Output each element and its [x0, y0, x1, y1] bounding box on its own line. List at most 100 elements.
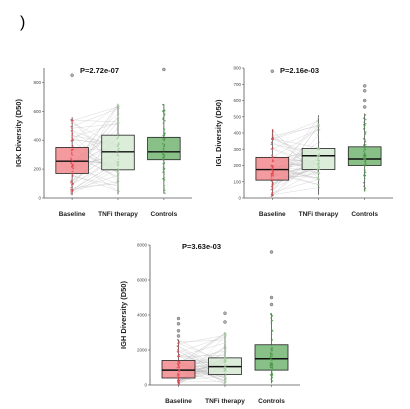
data-point	[270, 357, 272, 359]
data-point	[162, 138, 164, 140]
outlier-point	[176, 334, 181, 338]
data-point	[362, 181, 365, 184]
data-point	[116, 123, 119, 125]
data-point	[223, 366, 226, 369]
p-value-label: P=3.63e-03	[182, 242, 221, 251]
data-point	[363, 169, 366, 171]
p-value-label: P=2.16e-03	[280, 66, 319, 75]
pair-line	[272, 129, 319, 158]
data-point	[163, 156, 165, 158]
outlier-point	[176, 316, 181, 321]
data-point	[70, 151, 73, 153]
data-point	[363, 150, 365, 152]
data-point	[176, 379, 179, 382]
data-point	[364, 118, 367, 121]
data-point	[364, 171, 367, 174]
y-tick-label: 300	[233, 147, 241, 152]
data-point	[163, 148, 165, 150]
data-point	[117, 168, 120, 171]
data-point	[270, 378, 273, 380]
data-point	[272, 170, 274, 172]
data-point	[162, 168, 165, 171]
data-point	[272, 173, 274, 176]
data-point	[317, 172, 320, 174]
data-point	[318, 125, 321, 128]
data-point	[318, 168, 321, 171]
data-point	[270, 172, 273, 175]
data-point	[223, 339, 226, 341]
data-point	[177, 351, 179, 354]
data-point	[269, 355, 272, 358]
data-point	[362, 117, 365, 120]
pair-line	[71, 133, 119, 183]
data-point	[270, 154, 273, 157]
pair-line	[72, 174, 119, 192]
data-point	[363, 189, 366, 192]
data-point	[163, 134, 166, 137]
data-point	[117, 163, 120, 165]
data-point	[364, 155, 367, 157]
y-tick-label: 700	[233, 82, 241, 87]
pair-line	[72, 122, 119, 138]
data-point	[271, 166, 274, 169]
data-point	[318, 179, 320, 181]
data-point	[162, 118, 164, 120]
data-point	[70, 191, 72, 193]
data-point	[162, 149, 165, 152]
data-point	[270, 380, 273, 383]
y-tick-label: 100	[233, 179, 241, 184]
data-point	[163, 171, 165, 174]
y-tick-label: 0	[238, 196, 241, 201]
data-point	[116, 154, 119, 157]
data-point	[72, 163, 74, 166]
data-point	[364, 187, 367, 190]
data-point	[271, 188, 274, 191]
data-point	[224, 346, 227, 349]
data-point	[71, 174, 74, 176]
data-point	[363, 174, 366, 177]
data-point	[71, 134, 73, 137]
data-point	[163, 145, 165, 148]
data-point	[117, 160, 120, 163]
data-point	[116, 176, 119, 178]
pair-line	[72, 119, 119, 123]
data-point	[364, 122, 367, 125]
data-point	[224, 375, 227, 377]
data-point	[177, 345, 179, 348]
data-point	[271, 156, 274, 159]
y-axis-label: IGK Diversity (D50)	[14, 99, 23, 167]
data-point	[270, 376, 273, 378]
data-point	[72, 119, 74, 122]
x-category-label: Baseline	[59, 211, 86, 218]
data-point	[272, 130, 274, 133]
data-point	[270, 141, 273, 144]
y-tick-label: 200	[233, 163, 241, 168]
data-point	[71, 159, 74, 162]
outlier-point	[362, 105, 367, 109]
data-point	[162, 157, 164, 159]
data-point	[224, 379, 227, 381]
data-point	[70, 186, 72, 189]
data-point	[223, 382, 226, 385]
data-point	[223, 331, 226, 334]
x-category-label: Controls	[258, 398, 285, 405]
data-point	[177, 378, 179, 380]
data-point	[118, 133, 120, 135]
data-point	[316, 129, 319, 131]
data-point	[269, 361, 272, 364]
data-point	[270, 320, 273, 322]
data-point	[224, 350, 227, 352]
y-tick-label: 0	[38, 196, 41, 201]
data-point	[163, 113, 166, 115]
data-point	[117, 145, 119, 148]
data-point	[177, 374, 180, 377]
data-point	[272, 160, 274, 163]
data-point	[117, 149, 120, 152]
data-point	[71, 165, 74, 167]
outlier-point	[223, 320, 227, 324]
data-point	[162, 116, 165, 119]
data-points	[70, 103, 166, 195]
pair-line	[178, 350, 226, 362]
outlier-point	[270, 69, 275, 73]
data-point	[270, 185, 273, 188]
